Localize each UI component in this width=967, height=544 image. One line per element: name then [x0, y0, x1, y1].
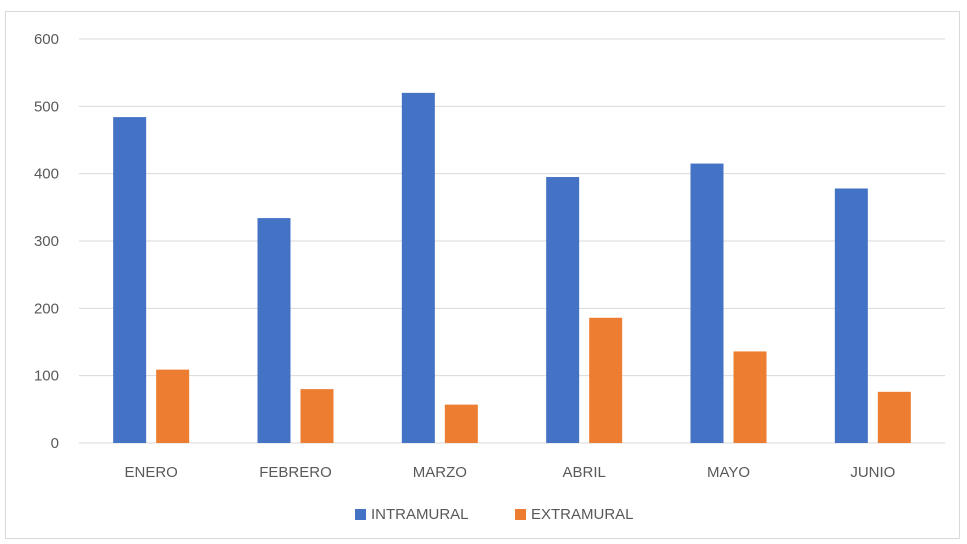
y-tick-label: 200: [34, 300, 59, 317]
x-tick-label: MARZO: [413, 464, 467, 481]
bar-intramural-enero: [113, 117, 147, 444]
x-axis-labels: ENERO FEBRERO MARZO ABRIL MAYO JUNIO: [124, 464, 895, 481]
legend: INTRAMURAL EXTRAMURAL: [355, 506, 634, 523]
y-axis-labels: 0 100 200 300 400 500 600: [34, 31, 59, 452]
bar-intramural-marzo: [401, 92, 435, 443]
x-tick-label: MAYO: [707, 464, 750, 481]
x-tick-label: ENERO: [124, 464, 177, 481]
bar-intramural-junio: [834, 188, 868, 443]
legend-swatch-intramural: [355, 509, 366, 520]
x-tick-label: ABRIL: [562, 464, 605, 481]
bar-extramural-abril: [589, 317, 623, 443]
bar-extramural-mayo: [733, 351, 767, 443]
y-tick-label: 0: [51, 435, 59, 452]
y-tick-label: 600: [34, 31, 59, 48]
y-tick-label: 100: [34, 368, 59, 385]
legend-label-extramural: EXTRAMURAL: [531, 506, 634, 523]
y-tick-label: 300: [34, 233, 59, 250]
bar-intramural-mayo: [690, 163, 724, 444]
legend-label-intramural: INTRAMURAL: [371, 506, 469, 523]
x-tick-label: JUNIO: [850, 464, 895, 481]
chart-frame: [5, 11, 960, 539]
gridlines: [79, 38, 945, 444]
y-tick-label: 500: [34, 98, 59, 115]
bar-intramural-abril: [546, 177, 580, 444]
bar-extramural-junio: [877, 391, 911, 443]
x-tick-label: FEBRERO: [259, 464, 332, 481]
bar-intramural-febrero: [257, 218, 291, 443]
bar-extramural-marzo: [444, 404, 478, 443]
bar-extramural-febrero: [300, 389, 334, 443]
legend-swatch-extramural: [515, 509, 526, 520]
y-tick-label: 400: [34, 166, 59, 183]
bars: [113, 92, 911, 444]
bar-extramural-enero: [156, 369, 190, 443]
